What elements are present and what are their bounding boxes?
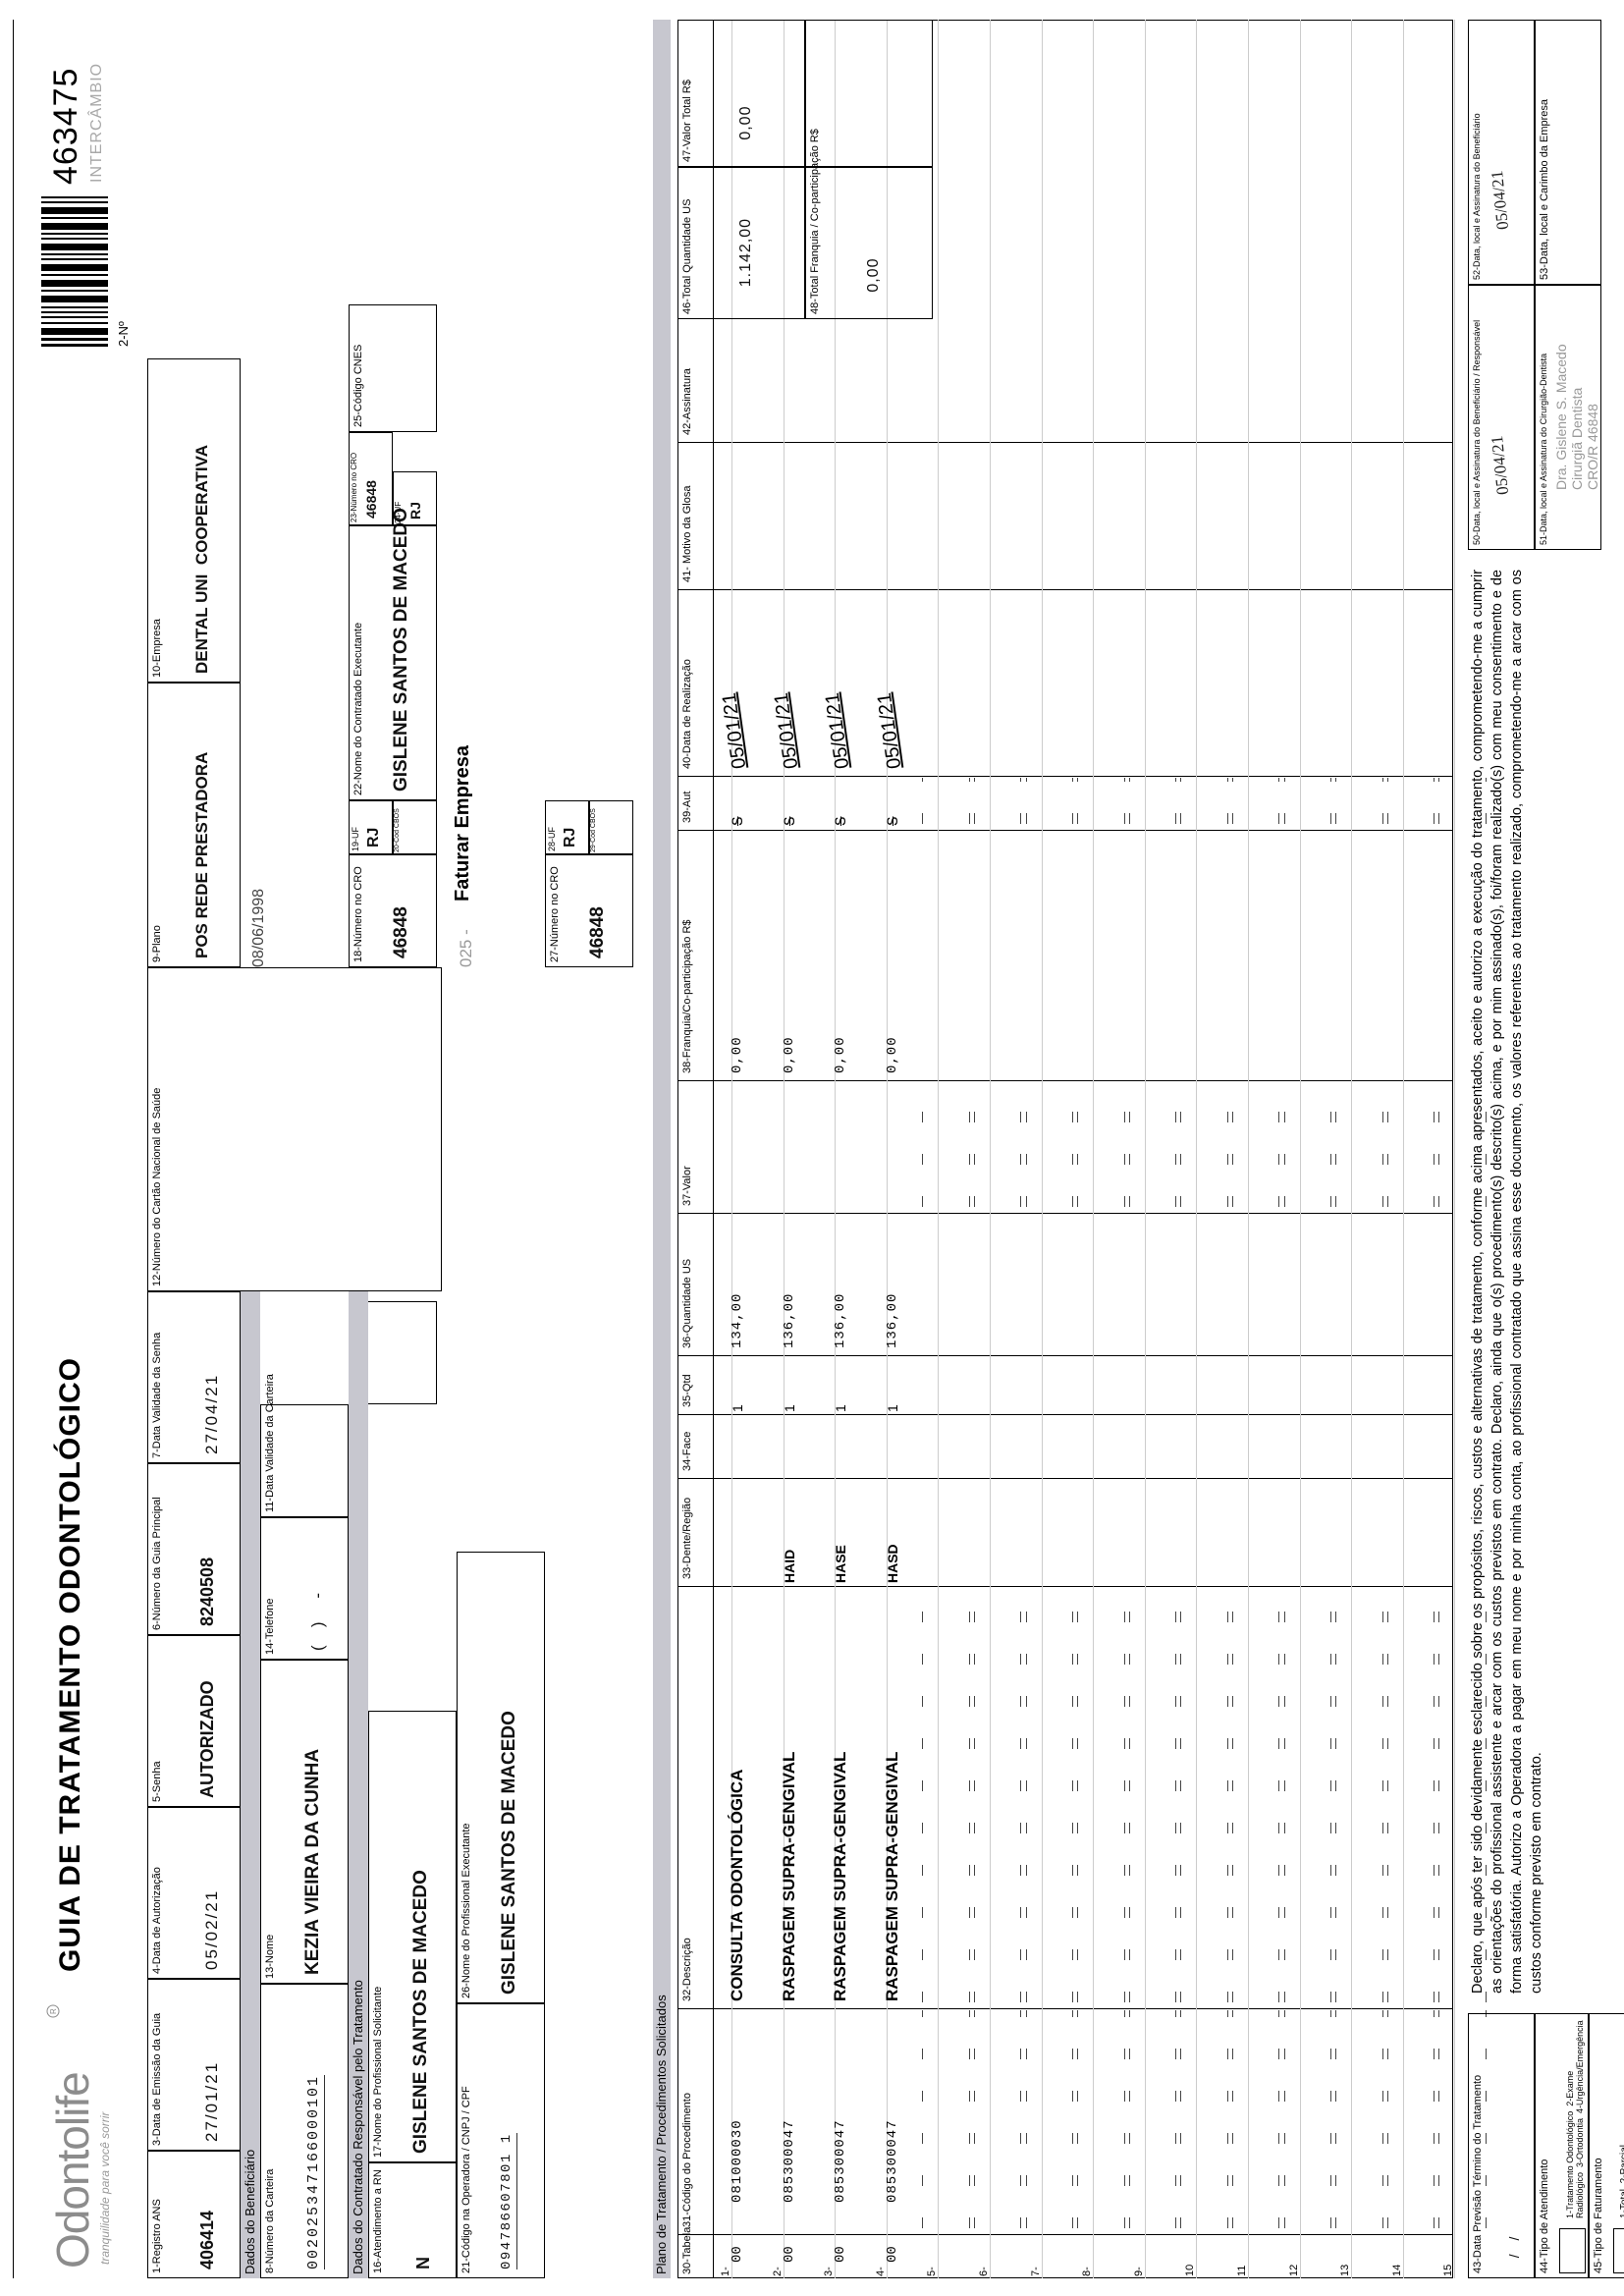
svg-text:R: R	[49, 2008, 58, 2014]
svg-text:Odontolife: Odontolife	[47, 2072, 98, 2269]
